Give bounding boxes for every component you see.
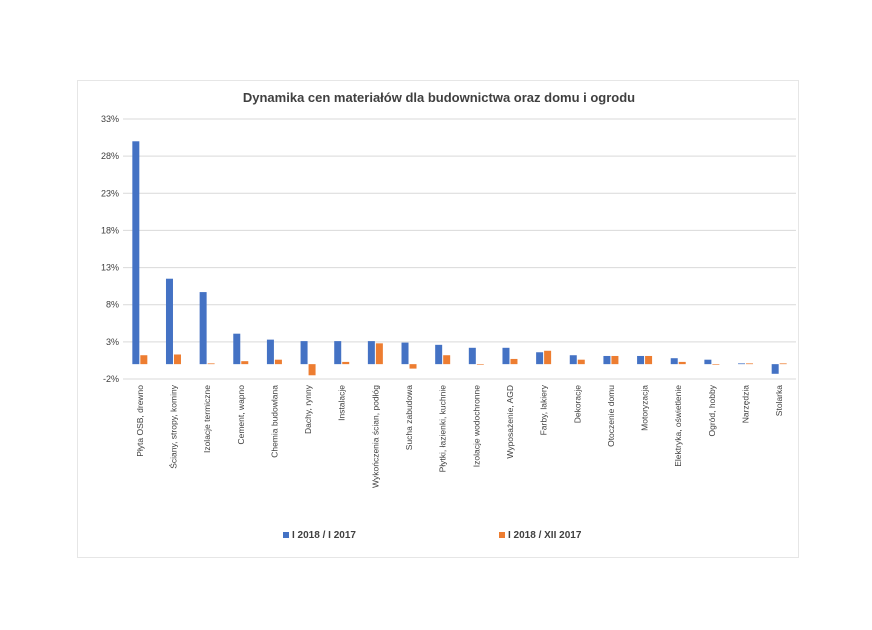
legend-swatch-series-2 xyxy=(499,532,505,538)
x-tick-label: Stolarka xyxy=(774,385,784,416)
bar-series-2 xyxy=(443,355,451,365)
x-tick-label: Narzędzia xyxy=(741,385,751,424)
x-tick-label: Ogród, hobby xyxy=(707,384,717,436)
bar-series-2 xyxy=(611,355,619,365)
x-tick-label: Instalacje xyxy=(337,385,347,421)
bar-series-2 xyxy=(779,363,787,365)
bar-series-2 xyxy=(510,358,518,365)
bar-series-1 xyxy=(670,358,678,365)
x-tick-label: Płytki, łazienki, kuchnie xyxy=(438,385,448,473)
y-tick-label: 23% xyxy=(101,188,119,198)
bar-series-1 xyxy=(165,278,173,365)
bar-series-1 xyxy=(738,363,746,365)
chart-area: Dynamika cen materiałów dla budownictwa … xyxy=(77,80,799,558)
bar-series-1 xyxy=(300,341,308,365)
x-tick-label: Farby, lakiery xyxy=(539,384,549,435)
y-tick-label: 18% xyxy=(101,225,119,235)
y-tick-label: 33% xyxy=(101,114,119,124)
bar-series-1 xyxy=(132,141,140,365)
x-tick-label: Elektryka, oświetlenie xyxy=(673,385,683,467)
bar-series-1 xyxy=(637,355,645,365)
bar-series-2 xyxy=(375,343,383,365)
x-tick-label: Otoczenie domu xyxy=(606,385,616,447)
bar-series-1 xyxy=(536,352,544,365)
x-tick-label: Chemia budowlana xyxy=(269,385,279,458)
bar-series-1 xyxy=(569,355,577,365)
bar-series-2 xyxy=(241,361,249,365)
x-tick-label: Dachy, rynny xyxy=(303,384,313,434)
gridlines xyxy=(123,118,796,380)
bar-series-1 xyxy=(603,355,611,365)
legend-label-series-2: I 2018 / XII 2017 xyxy=(508,530,582,541)
y-axis-tick-labels: 33% 28% 23% 18% 13% 8% 3% -2% xyxy=(101,114,119,384)
bar-series-1 xyxy=(266,339,274,365)
y-tick-label: -2% xyxy=(103,374,119,384)
x-axis-tick-labels: Płyta OSB, drewno Ściany, stropy, kominy I… xyxy=(135,384,784,488)
bar-series-2 xyxy=(173,354,181,365)
y-tick-label: 13% xyxy=(101,263,119,273)
bar-series-2 xyxy=(476,364,484,365)
bar-series-1 xyxy=(199,292,207,365)
x-tick-label: Wyposażenie, AGD xyxy=(505,385,515,459)
chart-title: Dynamika cen materiałów dla budownictwa … xyxy=(243,90,635,105)
x-tick-label: Cement, wapno xyxy=(236,385,246,445)
bar-series-2 xyxy=(140,355,148,365)
x-tick-label: Dekoracje xyxy=(572,385,582,424)
bar-series-2 xyxy=(645,355,653,365)
x-tick-label: Wykończenia ścian, podłóg xyxy=(370,385,380,488)
x-tick-label: Płyta OSB, drewno xyxy=(135,385,145,457)
bar-series-2 xyxy=(544,350,552,365)
legend-label-series-1: I 2018 / I 2017 xyxy=(292,530,356,541)
bar-series-2 xyxy=(308,364,316,376)
x-tick-label: Ściany, stropy, kominy xyxy=(167,384,178,469)
bar-series-1 xyxy=(401,342,409,365)
chart-svg: Dynamika cen materiałów dla budownictwa … xyxy=(101,90,796,541)
y-tick-label: 8% xyxy=(106,300,119,310)
bars xyxy=(132,141,787,376)
legend-swatch-series-1 xyxy=(283,532,289,538)
bar-series-2 xyxy=(678,361,686,365)
x-tick-label: Motoryzacja xyxy=(640,385,650,431)
legend: I 2018 / I 2017 I 2018 / XII 2017 xyxy=(283,530,582,541)
bar-series-1 xyxy=(771,364,779,374)
bar-series-1 xyxy=(334,341,342,365)
bar-series-2 xyxy=(746,363,754,365)
bar-series-1 xyxy=(435,344,443,365)
y-tick-label: 28% xyxy=(101,151,119,161)
bar-series-2 xyxy=(712,364,720,365)
bar-series-1 xyxy=(367,341,375,365)
bar-series-1 xyxy=(502,347,510,365)
bar-series-2 xyxy=(207,363,215,365)
bar-series-1 xyxy=(704,359,712,365)
y-tick-label: 3% xyxy=(106,337,119,347)
bar-series-2 xyxy=(409,364,417,369)
x-tick-label: Izolacje termiczne xyxy=(202,385,212,453)
bar-series-2 xyxy=(577,359,585,365)
bar-series-1 xyxy=(468,347,476,365)
bar-series-2 xyxy=(274,359,282,365)
x-tick-label: Izolacje wodochronne xyxy=(471,385,481,467)
bar-series-1 xyxy=(233,333,241,365)
bar-series-2 xyxy=(342,361,350,365)
x-tick-label: Sucha zabudowa xyxy=(404,385,414,450)
